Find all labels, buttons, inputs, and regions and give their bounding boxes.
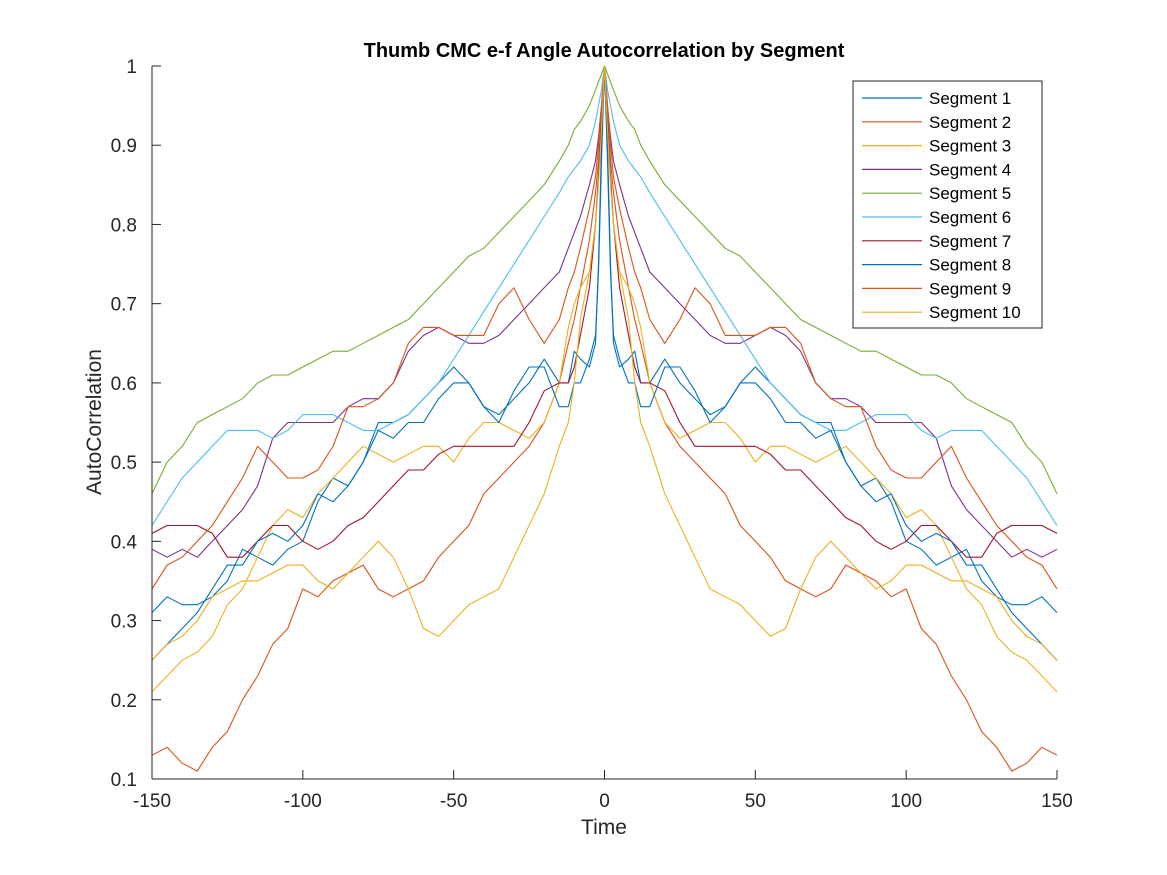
x-tick-label: 0 — [599, 791, 610, 812]
chart-title: Thumb CMC e-f Angle Autocorrelation by S… — [364, 40, 845, 62]
y-tick-label: 0.9 — [111, 136, 137, 157]
x-tick-label: -100 — [284, 791, 322, 812]
x-tick-label: 100 — [890, 791, 922, 812]
legend-label-5: Segment 5 — [929, 184, 1011, 203]
x-axis-label: Time — [581, 816, 627, 839]
legend-label-1: Segment 1 — [929, 89, 1011, 108]
legend-label-7: Segment 7 — [929, 232, 1011, 251]
axis-layer: -150 -100 -50 0 50 100 150 0.1 0.2 0.3 0.4 0.5 0.6 0.… — [111, 57, 1073, 812]
y-tick-label: 0.1 — [111, 770, 137, 791]
legend: Segment 1 Segment 2 Segment 3 Segment 4 Segm… — [852, 80, 1043, 329]
y-tick-label: 0.3 — [111, 612, 137, 633]
legend-label-6: Segment 6 — [929, 208, 1011, 227]
legend-label-8: Segment 8 — [929, 256, 1011, 275]
y-tick-label: 0.5 — [111, 453, 137, 474]
y-tick-label: 0.2 — [111, 691, 137, 712]
y-tick-label: 0.6 — [111, 374, 137, 395]
y-tick-label: 1 — [126, 57, 137, 78]
legend-label-9: Segment 9 — [929, 279, 1011, 298]
legend-label-3: Segment 3 — [929, 137, 1011, 156]
y-tick-label: 0.7 — [111, 295, 137, 316]
x-tick-label: 150 — [1041, 791, 1073, 812]
x-tick-label: -50 — [440, 791, 467, 812]
legend-label-2: Segment 2 — [929, 113, 1011, 132]
series-line-10 — [151, 65, 1058, 661]
series-layer — [151, 65, 1058, 772]
legend-label-10: Segment 10 — [929, 303, 1021, 322]
x-tick-label: -150 — [133, 791, 171, 812]
x-tick-label: 50 — [745, 791, 766, 812]
legend-label-4: Segment 4 — [929, 160, 1011, 179]
y-tick-label: 0.4 — [111, 532, 138, 553]
y-tick-label: 0.8 — [111, 215, 137, 236]
y-axis-label: AutoCorrelation — [83, 349, 106, 495]
